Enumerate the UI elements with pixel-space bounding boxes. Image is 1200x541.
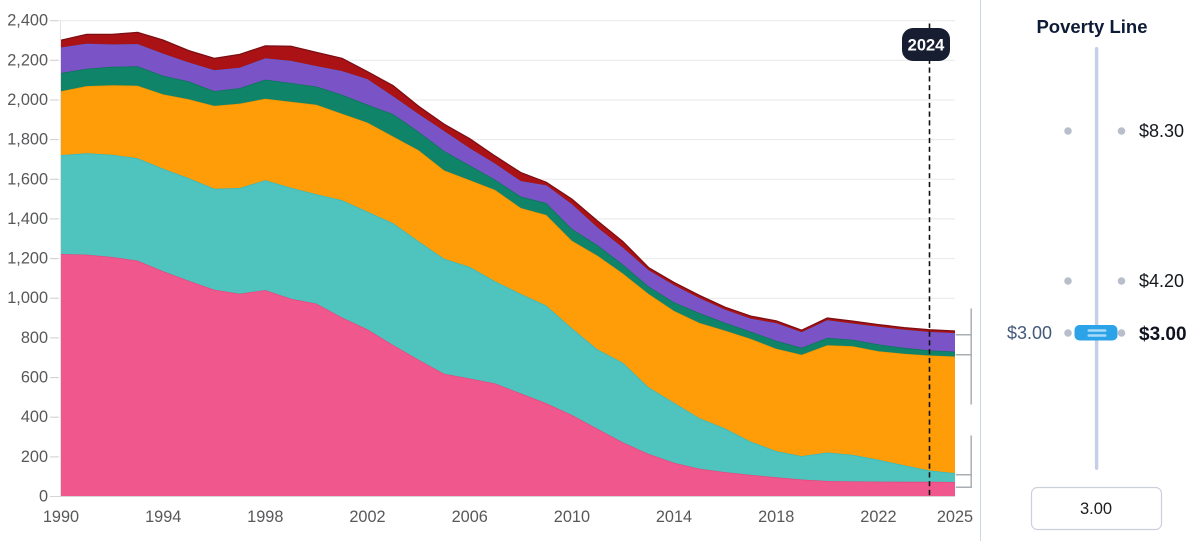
svg-text:1994: 1994	[145, 508, 181, 526]
svg-text:$4.20: $4.20	[1139, 271, 1184, 291]
svg-text:1,600: 1,600	[7, 170, 48, 188]
svg-text:2018: 2018	[758, 508, 794, 526]
svg-text:$8.30: $8.30	[1139, 121, 1184, 141]
svg-text:2022: 2022	[860, 508, 896, 526]
svg-text:800: 800	[21, 329, 48, 347]
svg-text:$3.00: $3.00	[1007, 323, 1052, 343]
svg-text:2,000: 2,000	[7, 91, 48, 109]
svg-text:1990: 1990	[43, 508, 79, 526]
svg-text:1998: 1998	[247, 508, 283, 526]
svg-text:200: 200	[21, 448, 48, 466]
svg-text:1,000: 1,000	[7, 289, 48, 307]
svg-text:1,400: 1,400	[7, 210, 48, 228]
svg-text:2006: 2006	[452, 508, 488, 526]
svg-text:2014: 2014	[656, 508, 692, 526]
svg-text:2,200: 2,200	[7, 51, 48, 69]
svg-text:2,400: 2,400	[7, 12, 48, 30]
svg-text:Poverty Line: Poverty Line	[1036, 16, 1147, 37]
svg-text:2002: 2002	[349, 508, 385, 526]
svg-text:$3.00: $3.00	[1139, 324, 1187, 345]
svg-text:400: 400	[21, 408, 48, 426]
svg-text:1,200: 1,200	[7, 250, 48, 268]
svg-text:3.00: 3.00	[1080, 500, 1112, 518]
svg-text:600: 600	[21, 369, 48, 387]
svg-text:1,800: 1,800	[7, 131, 48, 149]
svg-text:0: 0	[39, 488, 48, 506]
svg-text:2010: 2010	[554, 508, 590, 526]
svg-text:2024: 2024	[908, 37, 946, 55]
svg-text:2025: 2025	[937, 508, 973, 526]
